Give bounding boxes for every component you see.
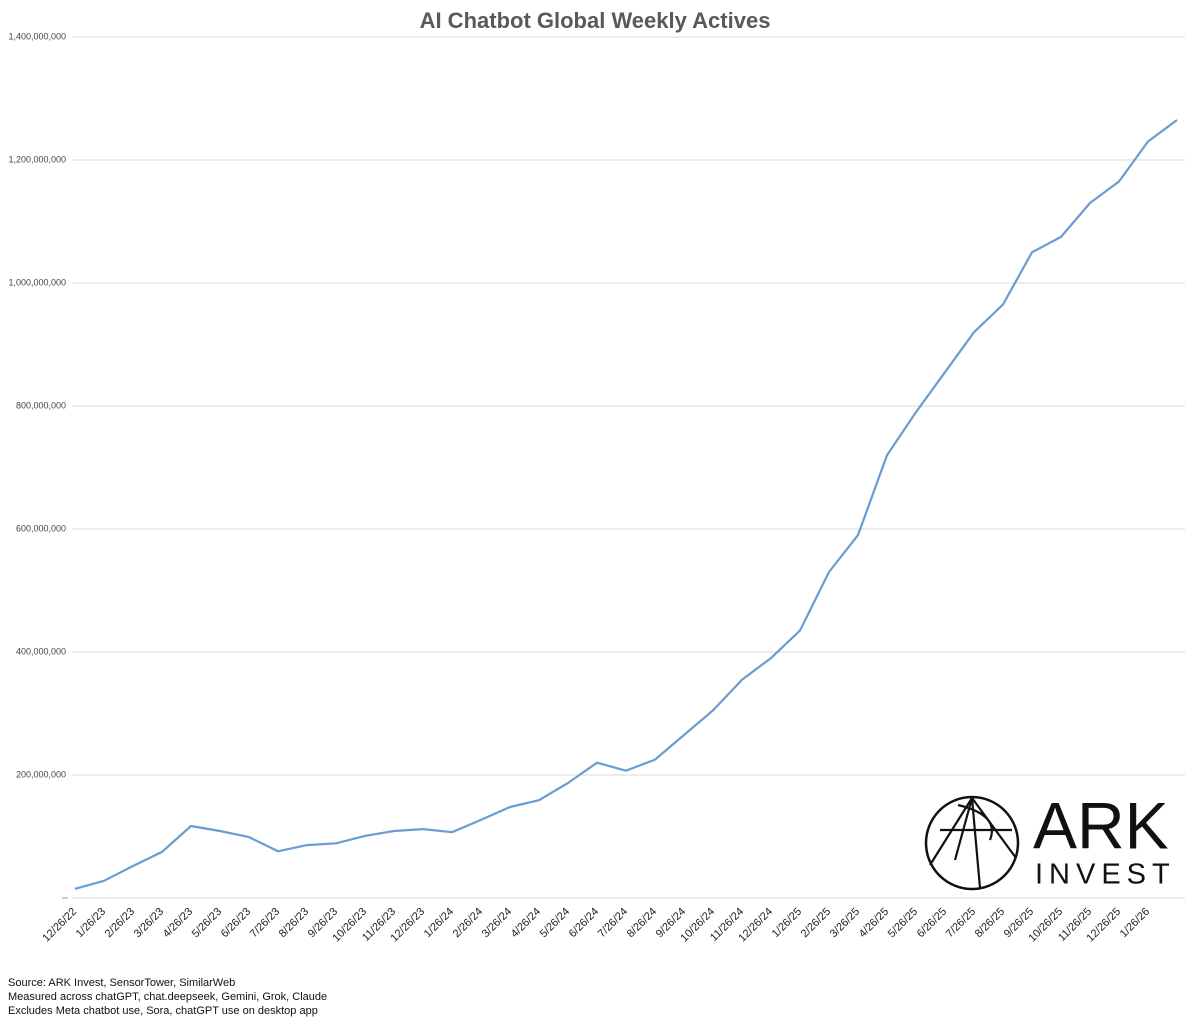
y-tick-label: 600,000,000 [16, 523, 66, 533]
note: Excludes Meta chatbot use, Sora, chatGPT… [8, 1005, 318, 1017]
logo: ARK INVEST [924, 788, 1176, 891]
note: Measured across chatGPT, chat.deepseek, … [8, 991, 327, 1003]
logo-text: ARK [1033, 788, 1169, 862]
chart-title: AI Chatbot Global Weekly Actives [420, 8, 771, 33]
y-tick-label: 200,000,000 [16, 769, 66, 779]
y-tick-label: 1,400,000,000 [8, 31, 66, 41]
series-line [74, 119, 1178, 890]
note: Source: ARK Invest, SensorTower, Similar… [8, 977, 235, 989]
y-tick-label: 1,200,000,000 [8, 154, 66, 164]
y-tick-label: 800,000,000 [16, 400, 66, 410]
logo-lines [929, 796, 1017, 889]
y-tick-label: 400,000,000 [16, 646, 66, 656]
logo-subtext: INVEST [1035, 859, 1176, 891]
y-tick-label: 1,000,000,000 [8, 277, 66, 287]
